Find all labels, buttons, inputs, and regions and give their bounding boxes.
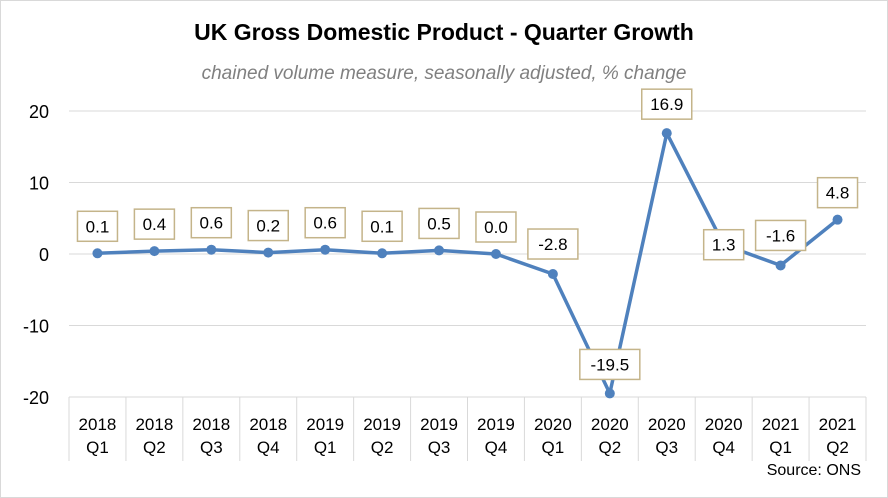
- data-point: [604, 388, 615, 399]
- data-label-box: [527, 228, 579, 260]
- x-tick-label-quarter: Q4: [712, 438, 735, 457]
- data-label-box: [418, 207, 460, 240]
- data-label: 16.9: [650, 95, 683, 114]
- data-point: [547, 269, 558, 280]
- x-tick-label-year: 2019: [363, 415, 401, 434]
- data-label-box: [702, 228, 745, 261]
- x-tick-label-quarter: Q3: [428, 438, 451, 457]
- x-tick-label-year: 2019: [477, 415, 515, 434]
- x-tick-label-year: 2020: [534, 415, 572, 434]
- x-tick-label-quarter: Q3: [200, 438, 223, 457]
- chart-title: UK Gross Domestic Product - Quarter Grow…: [194, 19, 694, 45]
- x-tick-label-year: 2018: [79, 415, 117, 434]
- x-tick-label-quarter: Q1: [542, 438, 565, 457]
- x-tick-label-quarter: Q4: [485, 438, 508, 457]
- y-tick-label: -20: [23, 388, 49, 408]
- x-tick-label-year: 2018: [192, 415, 230, 434]
- data-label-box: [133, 208, 176, 240]
- data-label: 1.3: [712, 236, 736, 255]
- data-point: [775, 260, 786, 271]
- data-point: [377, 248, 388, 259]
- data-point: [832, 214, 843, 225]
- y-tick-label: 10: [29, 174, 49, 194]
- y-tick-label: -10: [23, 317, 49, 337]
- data-label: 0.2: [256, 217, 280, 236]
- data-label: 0.1: [370, 217, 394, 236]
- data-label: -1.6: [766, 226, 795, 245]
- x-tick-label-year: 2019: [306, 415, 344, 434]
- x-tick-label-year: 2021: [762, 415, 800, 434]
- data-label-box: [247, 209, 289, 242]
- data-label: 0.6: [200, 214, 224, 233]
- x-tick-label-year: 2018: [249, 415, 287, 434]
- x-tick-label-quarter: Q1: [769, 438, 792, 457]
- x-tick-label-year: 2018: [135, 415, 173, 434]
- data-point: [92, 248, 103, 259]
- data-label-box: [76, 210, 119, 243]
- data-point: [149, 246, 160, 257]
- x-tick-label-year: 2020: [648, 415, 686, 434]
- data-label-box: [361, 210, 403, 243]
- data-label-box: [641, 88, 693, 120]
- data-point: [661, 128, 672, 139]
- x-tick-label-quarter: Q2: [826, 438, 849, 457]
- data-label: -2.8: [538, 235, 567, 254]
- x-tick-label-year: 2020: [705, 415, 743, 434]
- x-tick-label-quarter: Q2: [371, 438, 394, 457]
- data-point: [434, 245, 445, 256]
- x-tick-label-quarter: Q4: [257, 438, 280, 457]
- data-label: 0.0: [484, 218, 508, 237]
- x-tick-label-quarter: Q1: [86, 438, 109, 457]
- data-label-box: [304, 206, 346, 239]
- x-tick-label-year: 2019: [420, 415, 458, 434]
- x-tick-label-quarter: Q3: [655, 438, 678, 457]
- data-label: -19.5: [590, 355, 629, 374]
- x-tick-label-year: 2021: [819, 415, 857, 434]
- data-point: [263, 247, 274, 258]
- x-tick-label-year: 2020: [591, 415, 629, 434]
- data-point: [490, 249, 501, 259]
- y-tick-label: 20: [29, 102, 49, 122]
- y-tick-label: 0: [39, 245, 49, 265]
- data-label: 0.1: [86, 217, 110, 236]
- x-tick-label-quarter: Q1: [314, 438, 337, 457]
- data-point: [320, 244, 331, 255]
- data-label-box: [190, 206, 233, 239]
- data-point: [206, 244, 217, 255]
- data-label: 4.8: [826, 184, 850, 203]
- data-label: 0.5: [427, 214, 451, 233]
- data-label-box: [816, 176, 859, 209]
- x-tick-label-quarter: Q2: [143, 438, 166, 457]
- data-label-box: [754, 219, 807, 252]
- data-label-box: [475, 211, 517, 243]
- data-label: 0.4: [143, 215, 167, 234]
- chart-subtitle: chained volume measure, seasonally adjus…: [201, 63, 687, 84]
- x-tick-label-quarter: Q2: [598, 438, 621, 457]
- series-line: [95, 131, 840, 396]
- source-note: Source: ONS: [766, 462, 861, 479]
- data-label: 0.6: [313, 214, 337, 233]
- data-label-box: [579, 348, 641, 381]
